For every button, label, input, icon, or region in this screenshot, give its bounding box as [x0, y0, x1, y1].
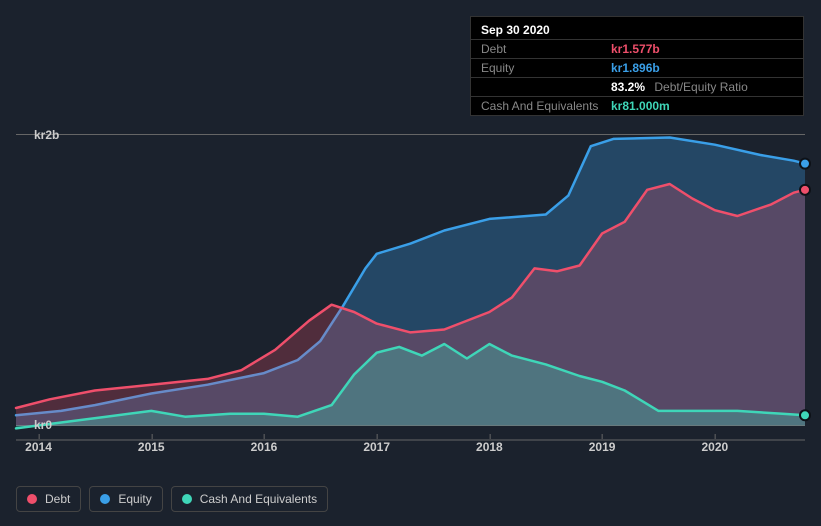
legend-swatch-equity: [100, 494, 110, 504]
tooltip-label-debt: Debt: [481, 42, 611, 56]
endpoint-cash: [800, 410, 810, 420]
legend-label-equity: Equity: [118, 492, 151, 506]
tooltip-row-debt: Debt kr1.577b: [471, 39, 803, 58]
legend-item-cash[interactable]: Cash And Equivalents: [171, 486, 328, 512]
legend: Debt Equity Cash And Equivalents: [16, 486, 328, 512]
tooltip-date: Sep 30 2020: [471, 17, 803, 39]
x-tick-label: 2017: [363, 440, 390, 454]
tooltip-label-equity: Equity: [481, 61, 611, 75]
tooltip-label-ratio-empty: [481, 80, 611, 94]
x-tick-label: 2019: [589, 440, 616, 454]
legend-item-equity[interactable]: Equity: [89, 486, 162, 512]
tooltip-ratio-label: Debt/Equity Ratio: [654, 80, 747, 94]
endpoint-equity: [800, 159, 810, 169]
legend-swatch-debt: [27, 494, 37, 504]
tooltip-ratio-value: 83.2%: [611, 80, 645, 94]
x-tick-label: 2020: [701, 440, 728, 454]
x-tick-label: 2014: [25, 440, 52, 454]
tooltip-value-equity: kr1.896b: [611, 61, 660, 75]
tooltip-ratio: 83.2% Debt/Equity Ratio: [611, 80, 748, 94]
tooltip-row-equity: Equity kr1.896b: [471, 58, 803, 77]
legend-label-debt: Debt: [45, 492, 70, 506]
y-tick-label: kr0: [34, 418, 48, 432]
tooltip-row-cash: Cash And Equivalents kr81.000m: [471, 96, 803, 115]
y-tick-label: kr2b: [34, 128, 48, 142]
tooltip-row-ratio: 83.2% Debt/Equity Ratio: [471, 77, 803, 96]
x-tick-label: 2015: [138, 440, 165, 454]
endpoint-debt: [800, 185, 810, 195]
legend-item-debt[interactable]: Debt: [16, 486, 81, 512]
tooltip-panel: Sep 30 2020 Debt kr1.577b Equity kr1.896…: [470, 16, 804, 116]
chart-svg: [16, 120, 805, 440]
legend-swatch-cash: [182, 494, 192, 504]
x-axis: 2014 2015 2016 2017 2018 2019 2020: [16, 440, 805, 460]
legend-label-cash: Cash And Equivalents: [200, 492, 317, 506]
chart-area: 2014 2015 2016 2017 2018 2019 2020 kr0 kr2b: [16, 120, 805, 460]
tooltip-label-cash: Cash And Equivalents: [481, 99, 611, 113]
x-tick-label: 2016: [251, 440, 278, 454]
tooltip-value-cash: kr81.000m: [611, 99, 670, 113]
x-tick-label: 2018: [476, 440, 503, 454]
tooltip-value-debt: kr1.577b: [611, 42, 660, 56]
